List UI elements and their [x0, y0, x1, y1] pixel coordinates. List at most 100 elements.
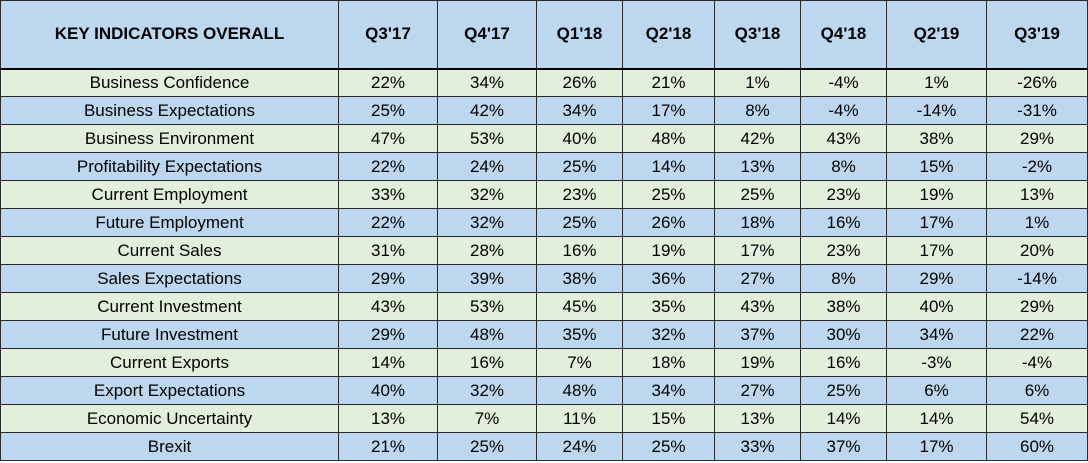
value-cell: 17% [886, 236, 987, 265]
value-cell: 7% [536, 348, 623, 377]
header-cell-period: Q1'18 [536, 0, 623, 70]
value-cell: 38% [800, 292, 887, 321]
value-cell: 19% [714, 348, 801, 377]
value-cell: 14% [338, 348, 438, 377]
value-cell: 22% [986, 320, 1088, 349]
row-label: Current Employment [0, 180, 339, 209]
table-row: Current Investment 43% 53% 45% 35% 43% 38% 40% 2… [0, 292, 1088, 321]
value-cell: 20% [986, 236, 1088, 265]
value-cell: 34% [437, 68, 537, 97]
value-cell: -3% [886, 348, 987, 377]
value-cell: 27% [714, 264, 801, 293]
value-cell: 42% [714, 124, 801, 153]
value-cell: 6% [886, 376, 987, 405]
value-cell: 15% [622, 404, 715, 433]
header-cell-period: Q3'18 [714, 0, 801, 70]
value-cell: -2% [986, 152, 1088, 181]
table-row: Profitability Expectations 22% 24% 25% 14% 13… [0, 152, 1088, 181]
value-cell: 29% [338, 264, 438, 293]
value-cell: 25% [536, 152, 623, 181]
value-cell: -14% [886, 96, 987, 125]
value-cell: 23% [800, 236, 887, 265]
value-cell: 38% [886, 124, 987, 153]
value-cell: 53% [437, 292, 537, 321]
value-cell: 22% [338, 208, 438, 237]
value-cell: 33% [338, 180, 438, 209]
value-cell: 29% [338, 320, 438, 349]
value-cell: 24% [536, 432, 623, 461]
value-cell: -26% [986, 68, 1088, 97]
header-cell-period: Q3'17 [338, 0, 438, 70]
table-row: Export Expectations 40% 32% 48% 34% 27% 25% 6% 6… [0, 376, 1088, 405]
header-cell-period: Q4'18 [800, 0, 887, 70]
value-cell: 15% [886, 152, 987, 181]
value-cell: 17% [886, 208, 987, 237]
value-cell: 19% [886, 180, 987, 209]
value-cell: 16% [800, 208, 887, 237]
value-cell: 25% [622, 432, 715, 461]
value-cell: 32% [437, 180, 537, 209]
header-cell-period: Q4'17 [437, 0, 537, 70]
row-label: Economic Uncertainty [0, 404, 339, 433]
value-cell: 35% [622, 292, 715, 321]
value-cell: 34% [886, 320, 987, 349]
value-cell: 40% [886, 292, 987, 321]
value-cell: 37% [714, 320, 801, 349]
value-cell: 34% [622, 376, 715, 405]
value-cell: 37% [800, 432, 887, 461]
table-row: Business Confidence 22% 34% 26% 21% 1% -4% 1% -2… [0, 68, 1088, 97]
value-cell: 31% [338, 236, 438, 265]
table-row: Economic Uncertainty 13% 7% 11% 15% 13% 14% 14%… [0, 404, 1088, 433]
value-cell: 13% [986, 180, 1088, 209]
value-cell: 43% [800, 124, 887, 153]
value-cell: 6% [986, 376, 1088, 405]
value-cell: 1% [886, 68, 987, 97]
table-row: Brexit 21% 25% 24% 25% 33% 37% 17% 60% [0, 432, 1088, 461]
header-cell-indicator: KEY INDICATORS OVERALL [0, 0, 339, 70]
table-row: Current Exports 14% 16% 7% 18% 19% 16% -3% -4% [0, 348, 1088, 377]
row-label: Current Sales [0, 236, 339, 265]
value-cell: 21% [622, 68, 715, 97]
value-cell: 13% [714, 404, 801, 433]
value-cell: 8% [800, 152, 887, 181]
value-cell: 16% [536, 236, 623, 265]
table-header: KEY INDICATORS OVERALL Q3'17 Q4'17 Q1'18… [0, 0, 1088, 70]
value-cell: 27% [714, 376, 801, 405]
value-cell: -31% [986, 96, 1088, 125]
table-row: Future Investment 29% 48% 35% 32% 37% 30% 34% 22… [0, 320, 1088, 349]
value-cell: 13% [714, 152, 801, 181]
value-cell: 1% [986, 208, 1088, 237]
value-cell: 43% [714, 292, 801, 321]
value-cell: 17% [714, 236, 801, 265]
row-label: Future Employment [0, 208, 339, 237]
value-cell: 45% [536, 292, 623, 321]
value-cell: 32% [622, 320, 715, 349]
value-cell: 25% [714, 180, 801, 209]
row-label: Brexit [0, 432, 339, 461]
value-cell: 24% [437, 152, 537, 181]
value-cell: 36% [622, 264, 715, 293]
value-cell: 39% [437, 264, 537, 293]
value-cell: 26% [536, 68, 623, 97]
table-row: Sales Expectations 29% 39% 38% 36% 27% 8% 29% -1… [0, 264, 1088, 293]
row-label: Business Environment [0, 124, 339, 153]
value-cell: 47% [338, 124, 438, 153]
row-label: Current Investment [0, 292, 339, 321]
value-cell: 29% [886, 264, 987, 293]
header-cell-period: Q2'18 [622, 0, 715, 70]
value-cell: 8% [800, 264, 887, 293]
value-cell: 7% [437, 404, 537, 433]
value-cell: 48% [622, 124, 715, 153]
value-cell: 25% [437, 432, 537, 461]
value-cell: 18% [622, 348, 715, 377]
value-cell: 25% [338, 96, 438, 125]
value-cell: 35% [536, 320, 623, 349]
value-cell: -14% [986, 264, 1088, 293]
row-label: Export Expectations [0, 376, 339, 405]
row-label: Profitability Expectations [0, 152, 339, 181]
value-cell: 1% [714, 68, 801, 97]
table-row: Business Expectations 25% 42% 34% 17% 8% -4% -1… [0, 96, 1088, 125]
value-cell: 8% [714, 96, 801, 125]
value-cell: 13% [338, 404, 438, 433]
